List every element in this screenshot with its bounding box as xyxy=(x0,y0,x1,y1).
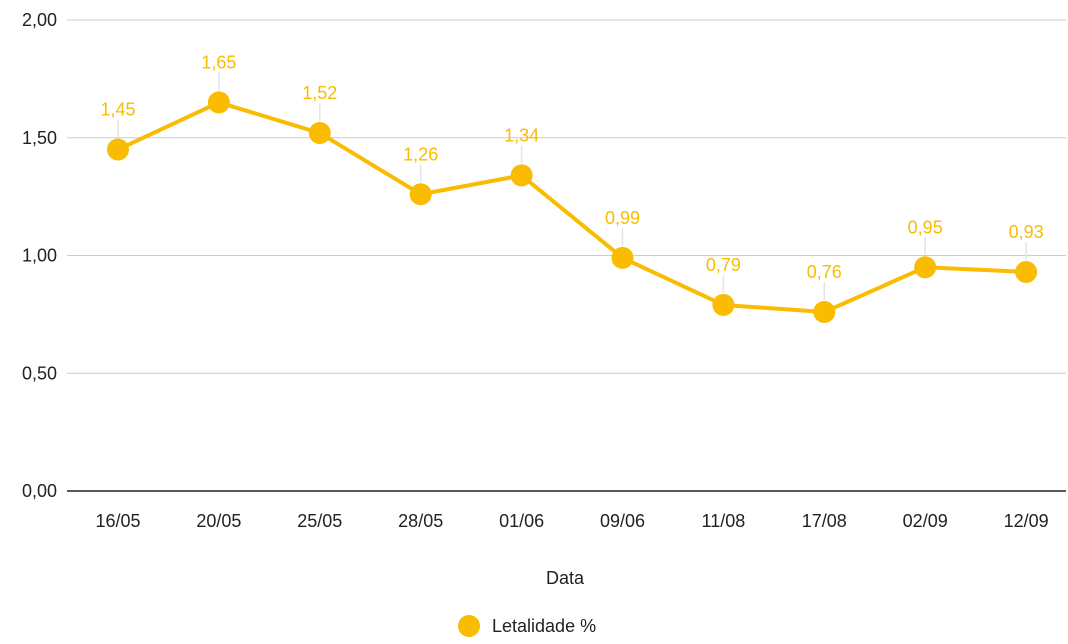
data-point xyxy=(409,183,432,206)
x-tick-label: 20/05 xyxy=(196,511,241,531)
y-tick-label: 1,00 xyxy=(22,246,57,266)
data-point xyxy=(510,164,533,187)
data-point xyxy=(308,122,331,145)
data-label: 1,52 xyxy=(302,83,337,103)
x-tick-label: 09/06 xyxy=(600,511,645,531)
x-tick-label: 28/05 xyxy=(398,511,443,531)
data-label: 1,45 xyxy=(100,100,135,120)
x-tick-label: 02/09 xyxy=(903,511,948,531)
data-point xyxy=(611,246,634,269)
y-tick-label: 2,00 xyxy=(22,10,57,30)
x-axis-title: Data xyxy=(546,568,585,588)
data-label: 1,26 xyxy=(403,144,438,164)
data-label: 1,34 xyxy=(504,125,539,145)
series-line-letalidade xyxy=(116,100,1029,315)
data-labels: 1,45 1,65 1,52 1,26 1,34 0,99 0,79 0,76 0,95 0,93 xyxy=(100,52,1043,282)
data-label-leaders xyxy=(117,72,1027,301)
x-tick-label: 16/05 xyxy=(95,511,140,531)
x-tick-label: 17/08 xyxy=(802,511,847,531)
legend-marker xyxy=(458,615,480,637)
data-point xyxy=(207,91,230,114)
data-label: 0,93 xyxy=(1009,222,1044,242)
x-tick-label: 12/09 xyxy=(1004,511,1049,531)
legend-label: Letalidade % xyxy=(492,616,596,636)
data-point xyxy=(914,256,937,279)
x-axis-ticks: 16/05 20/05 25/05 28/05 01/06 09/06 11/08 17/08… xyxy=(95,511,1048,531)
data-label: 0,79 xyxy=(706,255,741,275)
data-point xyxy=(813,301,836,324)
y-tick-label: 1,50 xyxy=(22,128,57,148)
series-line xyxy=(116,100,1029,315)
x-tick-label: 25/05 xyxy=(297,511,342,531)
x-tick-label: 01/06 xyxy=(499,511,544,531)
data-label: 0,76 xyxy=(807,262,842,282)
y-tick-label: 0,00 xyxy=(22,481,57,501)
data-points xyxy=(107,91,1038,324)
data-point xyxy=(712,293,735,316)
data-label: 0,95 xyxy=(908,217,943,237)
gridlines xyxy=(67,19,1066,492)
legend: Letalidade % xyxy=(458,615,596,637)
data-label: 1,65 xyxy=(201,52,236,72)
data-point xyxy=(1015,260,1038,283)
y-tick-label: 0,50 xyxy=(22,363,57,383)
y-axis-ticks: 0,00 0,50 1,00 1,50 2,00 xyxy=(22,10,57,501)
x-tick-label: 11/08 xyxy=(702,511,746,531)
data-label: 0,99 xyxy=(605,208,640,228)
data-point xyxy=(107,138,129,161)
